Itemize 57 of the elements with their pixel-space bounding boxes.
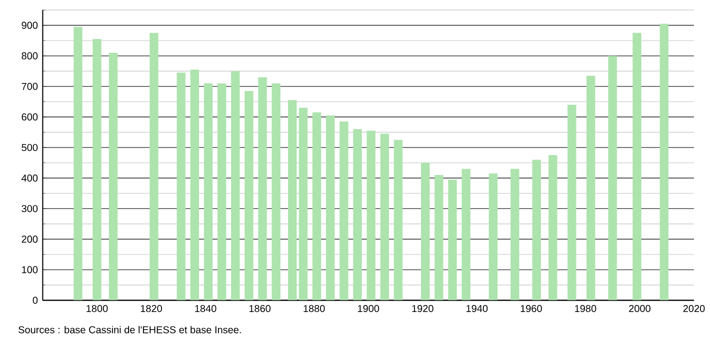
bar [632, 32, 642, 300]
bar [434, 174, 444, 300]
bar [488, 173, 498, 300]
y-tick-label: 400 [22, 174, 38, 182]
bar [608, 56, 617, 300]
bar [258, 77, 267, 300]
y-tick-label: 500 [22, 144, 38, 151]
bar [288, 100, 297, 300]
bar [394, 140, 403, 300]
bar [462, 168, 470, 300]
y-tick-label: 0 [32, 296, 38, 304]
bar [568, 104, 576, 300]
x-tick-label: 1900 [358, 304, 380, 312]
y-tick-label: 800 [22, 52, 38, 60]
x-tick-label: 1980 [575, 304, 596, 312]
bar [272, 83, 280, 300]
bar [532, 160, 541, 300]
source-note: Sources : base Cassini de l'EHESS et base Insee. [18, 326, 241, 334]
bar [204, 83, 213, 300]
x-tick-label: 1920 [412, 304, 434, 312]
bar [298, 108, 308, 300]
bar [150, 32, 158, 300]
x-tick-label: 1820 [140, 304, 162, 312]
bar [176, 72, 186, 300]
bar [448, 179, 457, 300]
bar [586, 76, 596, 300]
y-tick-label: 300 [22, 204, 38, 212]
bar [92, 38, 102, 300]
x-tick-label: 1940 [466, 304, 488, 312]
bar [190, 69, 200, 300]
y-tick-label: 200 [22, 235, 38, 243]
y-tick-label: 900 [22, 22, 38, 29]
x-tick-label: 2020 [683, 304, 705, 312]
bar [74, 26, 82, 300]
x-tick-label: 2000 [629, 304, 650, 312]
bar [108, 52, 118, 300]
y-tick-label: 700 [22, 82, 38, 90]
bar [340, 121, 348, 300]
bar [244, 90, 254, 300]
y-tick-label: 100 [22, 266, 38, 274]
bar [660, 24, 668, 300]
bar [231, 70, 240, 300]
bar [366, 130, 376, 300]
bar [326, 115, 335, 300]
bar [420, 162, 430, 300]
x-tick-label: 1880 [304, 304, 325, 312]
x-tick-label: 1860 [249, 304, 271, 312]
x-tick-label: 1800 [86, 304, 108, 312]
bar [312, 112, 322, 300]
y-tick-label: 600 [22, 113, 38, 120]
bar [548, 154, 558, 300]
bar [217, 83, 226, 300]
bar [353, 129, 362, 300]
x-tick-label: 1960 [520, 304, 542, 312]
bar [380, 134, 389, 300]
bar [510, 168, 520, 300]
x-tick-label: 1840 [195, 304, 216, 312]
